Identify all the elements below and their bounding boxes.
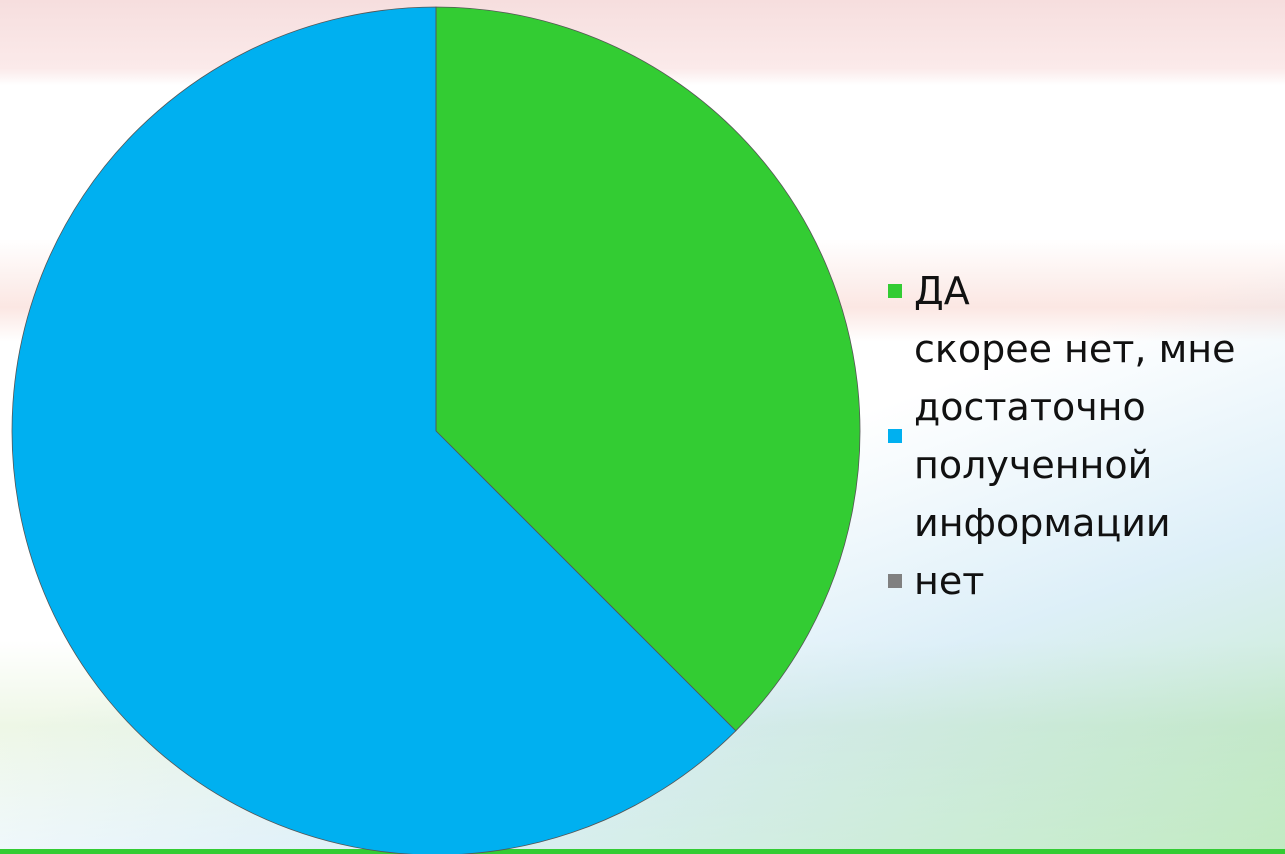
pie-slice	[11, 6, 737, 854]
legend-entry: скорее нет, мне достаточно полученной ин…	[888, 320, 1278, 552]
legend-entry: нет	[888, 552, 1278, 610]
footer-bar	[0, 849, 1285, 854]
legend-swatch	[888, 574, 902, 588]
legend-label: нет	[914, 559, 985, 603]
pie-slice	[435, 6, 861, 732]
legend-swatch	[888, 429, 902, 443]
legend-entry: ДА	[888, 262, 1278, 320]
legend-label: скорее нет, мне достаточно полученной ин…	[914, 327, 1236, 545]
legend-label: ДА	[914, 269, 970, 313]
legend-swatch	[888, 284, 902, 298]
legend: ДА скорее нет, мне достаточно полученной …	[888, 262, 1278, 610]
